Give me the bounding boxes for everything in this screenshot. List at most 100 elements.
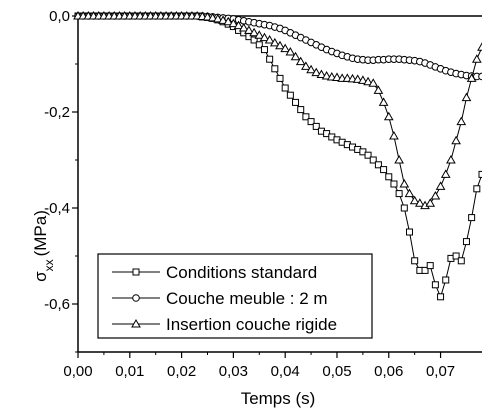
- data-point: [295, 56, 306, 66]
- x-tick-label: 0,03: [219, 363, 248, 380]
- x-tick-label: 0,02: [167, 363, 196, 380]
- data-point: [238, 22, 249, 32]
- legend-marker: [132, 294, 140, 302]
- data-point: [202, 11, 213, 21]
- data-point: [297, 106, 305, 114]
- x-tick-label: 0,00: [63, 363, 92, 380]
- data-point: [390, 180, 398, 188]
- x-tick-label: 0,06: [374, 363, 403, 380]
- y-tick-label: 0,0: [49, 8, 70, 25]
- data-point: [255, 41, 263, 49]
- data-point: [426, 262, 434, 270]
- data-point: [478, 170, 482, 178]
- data-point: [271, 65, 279, 73]
- data-point: [254, 30, 265, 39]
- series-layer: [73, 10, 482, 301]
- data-point: [430, 190, 441, 200]
- y-axis-title: σxx (MPa): [31, 210, 56, 282]
- ticks: 0,00 0,01 0,02 0,03 0,04 0,05 0,06 0,07 0,0 -0,2 -…: [44, 8, 455, 380]
- data-point: [471, 54, 482, 63]
- data-point: [269, 37, 280, 47]
- data-point: [244, 25, 254, 34]
- legend-marker: [131, 318, 141, 328]
- data-point: [414, 198, 425, 207]
- data-point: [292, 98, 300, 106]
- data-point: [301, 61, 311, 70]
- y-tick-label: -0,2: [44, 104, 70, 121]
- data-point: [280, 43, 291, 53]
- data-point: [405, 228, 413, 236]
- series-triangle: [73, 10, 482, 210]
- data-point: [478, 72, 482, 81]
- y-axis-subscript: xx: [42, 259, 56, 271]
- data-point: [456, 116, 467, 126]
- data-point: [457, 257, 465, 265]
- data-point: [233, 20, 244, 30]
- data-point: [316, 69, 327, 79]
- data-point: [462, 238, 470, 246]
- data-point: [477, 42, 482, 51]
- data-point: [275, 40, 285, 50]
- data-point: [332, 72, 342, 81]
- data-point: [369, 156, 377, 164]
- legend-label: Insertion couche rigide: [166, 315, 337, 334]
- data-point: [212, 13, 223, 23]
- data-point: [468, 214, 476, 222]
- data-point: [385, 173, 393, 181]
- data-point: [374, 161, 382, 169]
- data-point: [452, 252, 460, 260]
- data-point: [380, 166, 388, 174]
- data-point: [207, 12, 218, 22]
- data-point: [466, 73, 477, 82]
- data-point: [266, 55, 274, 63]
- data-point: [358, 75, 368, 84]
- data-point: [389, 130, 399, 140]
- legend-label: Couche meuble : 2 m: [166, 289, 328, 308]
- data-point: [364, 151, 372, 159]
- data-point: [260, 46, 268, 54]
- data-point: [290, 51, 301, 61]
- data-point: [411, 257, 419, 265]
- data-point: [461, 92, 472, 102]
- data-point: [306, 64, 316, 74]
- legend-label: Conditions standard: [166, 263, 317, 282]
- y-axis-unit: (MPa): [31, 210, 50, 256]
- x-tick-label: 0,07: [426, 363, 455, 380]
- data-point: [218, 15, 228, 24]
- data-point: [286, 91, 294, 99]
- x-tick-label: 0,04: [271, 363, 300, 380]
- y-tick-label: -0,4: [44, 200, 70, 217]
- legend-marker: [132, 268, 140, 276]
- data-point: [363, 76, 373, 86]
- data-point: [446, 154, 456, 164]
- y-tick-label: -0,6: [44, 296, 70, 313]
- data-point: [394, 154, 404, 164]
- data-point: [378, 97, 389, 106]
- data-point: [399, 178, 410, 188]
- data-point: [409, 195, 420, 205]
- data-point: [442, 276, 450, 284]
- x-tick-label: 0,05: [322, 363, 351, 380]
- data-point: [307, 118, 315, 126]
- data-point: [383, 111, 394, 121]
- data-point: [395, 190, 403, 198]
- data-point: [425, 198, 436, 207]
- data-point: [281, 84, 289, 92]
- data-point: [228, 18, 239, 28]
- y-axis-symbol: σ: [31, 271, 50, 282]
- data-point: [368, 78, 379, 87]
- data-point: [302, 113, 310, 121]
- x-axis-title: Temps (s): [241, 389, 316, 408]
- data-point: [435, 181, 446, 190]
- data-point: [264, 34, 275, 44]
- data-point: [311, 67, 322, 77]
- data-point: [373, 85, 384, 94]
- data-point: [223, 16, 234, 26]
- data-point: [259, 32, 270, 42]
- data-point: [437, 293, 445, 301]
- data-point: [421, 266, 429, 274]
- data-point: [451, 135, 461, 145]
- data-point: [352, 74, 363, 83]
- x-tick-label: 0,01: [115, 363, 144, 380]
